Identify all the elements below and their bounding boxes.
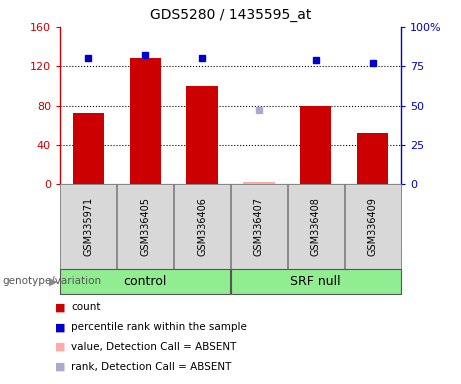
Text: percentile rank within the sample: percentile rank within the sample [71,322,248,332]
Text: GSM335971: GSM335971 [83,197,94,256]
Text: value, Detection Call = ABSENT: value, Detection Call = ABSENT [71,342,237,352]
Text: ■: ■ [55,302,65,312]
Text: ■: ■ [55,342,65,352]
FancyBboxPatch shape [231,184,287,269]
Bar [186,86,218,184]
Text: rank, Detection Call = ABSENT: rank, Detection Call = ABSENT [71,362,232,372]
Text: GSM336406: GSM336406 [197,197,207,256]
FancyBboxPatch shape [345,184,401,269]
FancyBboxPatch shape [174,184,230,269]
Text: GSM336409: GSM336409 [367,197,378,256]
Text: control: control [124,275,167,288]
Text: SRF null: SRF null [290,275,341,288]
Text: GSM336408: GSM336408 [311,197,321,256]
FancyBboxPatch shape [231,269,401,294]
Text: ▶: ▶ [49,276,57,286]
Text: ■: ■ [55,322,65,332]
FancyBboxPatch shape [60,269,230,294]
Text: ■: ■ [55,362,65,372]
Bar [300,106,331,184]
FancyBboxPatch shape [118,184,173,269]
Text: count: count [71,302,101,312]
Text: genotype/variation: genotype/variation [2,276,101,286]
Bar [73,114,104,184]
Bar [130,58,161,184]
Bar [357,133,388,184]
FancyBboxPatch shape [60,184,116,269]
Title: GDS5280 / 1435595_at: GDS5280 / 1435595_at [150,8,311,22]
Text: GSM336405: GSM336405 [140,197,150,256]
FancyBboxPatch shape [288,184,343,269]
Text: GSM336407: GSM336407 [254,197,264,256]
Bar [243,182,275,184]
